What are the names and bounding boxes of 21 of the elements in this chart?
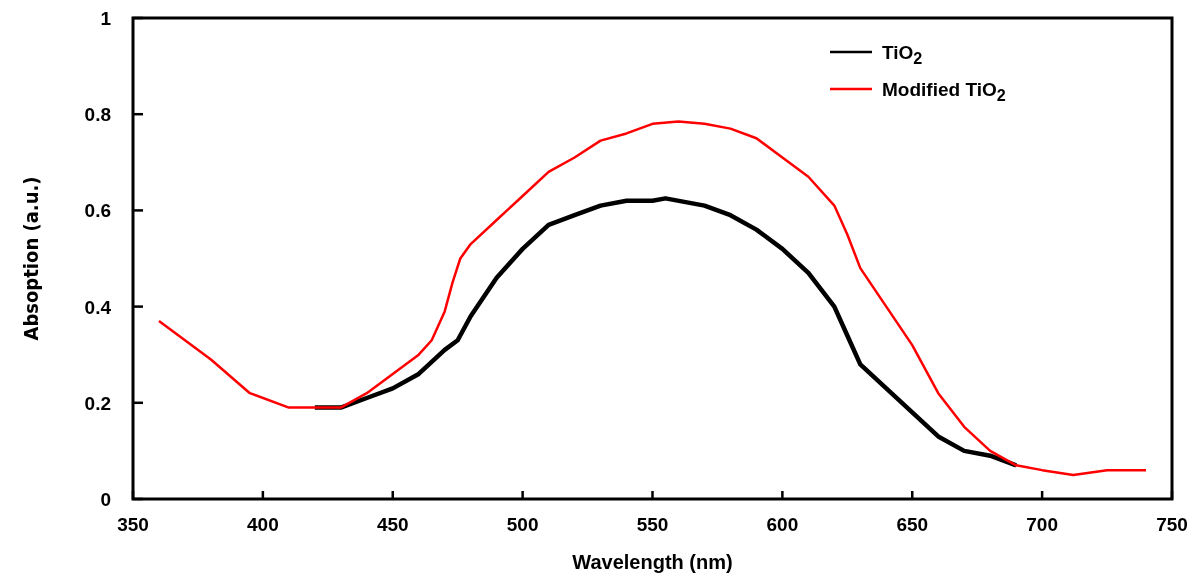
x-tick-label: 350 (117, 514, 149, 535)
y-tick-label: 0.8 (84, 104, 111, 126)
x-tick-label: 450 (376, 514, 409, 535)
legend-label: TiO$_{2}$ (882, 42, 923, 67)
y-tick-label: 0.6 (84, 200, 111, 222)
x-tick-label: 550 (636, 514, 669, 535)
x-tick-label: 700 (1026, 514, 1058, 535)
x-tick-label: 500 (506, 514, 539, 535)
x-tick-label: 650 (896, 514, 929, 535)
y-tick-label: 0.2 (84, 392, 111, 414)
legend-label: Modified TiO$_{2}$ (882, 79, 1006, 104)
y-tick-label: 0.4 (84, 296, 112, 318)
y-axis-title: Absoption (a.u.) (19, 176, 43, 341)
x-tick-label: 600 (766, 514, 799, 535)
y-tick-label: 1 (100, 8, 112, 29)
line-series (157, 120, 1148, 477)
x-tick-label: 400 (247, 514, 279, 535)
x-axis-title: Wavelength (nm) (572, 551, 733, 573)
y-tick-label: 0 (100, 489, 111, 510)
x-tick-label: 750 (1156, 514, 1188, 535)
line-series (312, 196, 1019, 468)
